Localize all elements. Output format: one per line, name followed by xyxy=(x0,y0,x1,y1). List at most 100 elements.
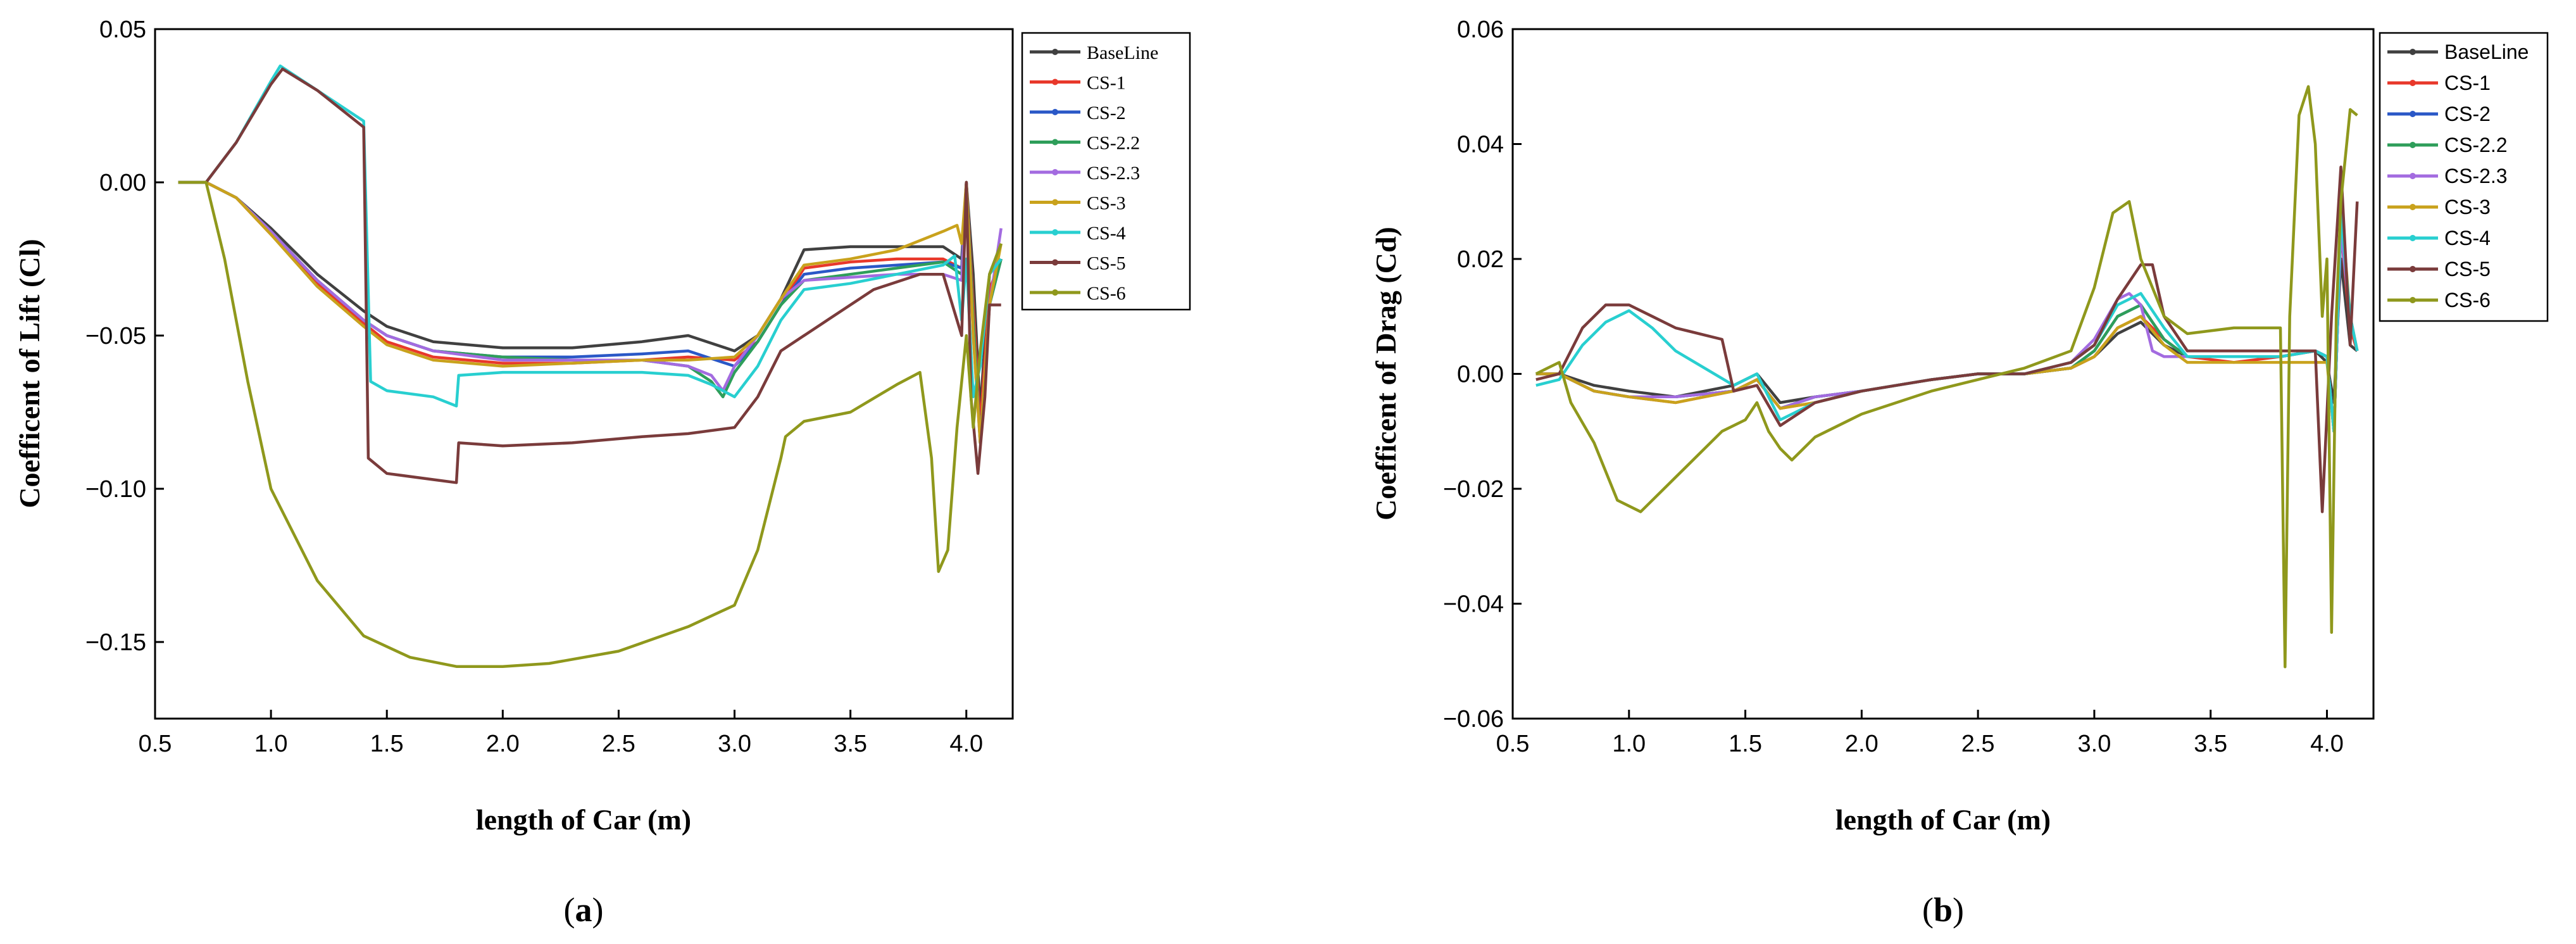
y-tick-label: −0.10 xyxy=(85,476,146,503)
legend-marker xyxy=(2410,80,2416,86)
x-tick-label: 3.0 xyxy=(718,731,751,757)
legend-marker xyxy=(2410,173,2416,179)
y-tick-label: −0.04 xyxy=(1443,591,1504,618)
legend-marker xyxy=(1052,229,1058,236)
x-tick-label: 2.5 xyxy=(602,731,635,757)
x-tick-label: 3.0 xyxy=(2078,731,2111,757)
legend-marker xyxy=(2410,297,2416,303)
legend-label: CS-3 xyxy=(1087,193,1126,214)
legend-label: CS-2.3 xyxy=(2444,165,2508,187)
x-axis-label: length of Car (m) xyxy=(1835,803,2051,836)
x-tick-label: 2.0 xyxy=(486,731,520,757)
x-tick-label: 2.0 xyxy=(1845,731,1879,757)
legend-marker xyxy=(1052,259,1058,266)
legend-label: CS-5 xyxy=(1087,253,1126,274)
plot-frame xyxy=(154,28,1014,720)
legend-marker xyxy=(2410,204,2416,210)
series-line-cs-6 xyxy=(1535,85,2358,669)
legend-label: CS-1 xyxy=(1087,73,1126,94)
x-tick-label: 1.5 xyxy=(1729,731,1762,757)
x-tick-label: 2.5 xyxy=(1961,731,1995,757)
x-ticks: 0.5 1.0 1.5 2.0 2.5 3.0 3.5 4.0 xyxy=(139,710,983,757)
legend-label: CS-5 xyxy=(2444,258,2491,280)
legend-label: CS-2.3 xyxy=(1087,163,1140,184)
x-axis-label: length of Car (m) xyxy=(476,803,691,836)
legend-marker xyxy=(2410,49,2416,55)
legend-label: CS-3 xyxy=(2444,196,2491,218)
series-line-cs-3 xyxy=(178,180,1003,444)
y-ticks: 0.05 0.00 −0.05 −0.10 −0.15 xyxy=(85,16,164,656)
series-line-cs-3 xyxy=(1535,200,2359,433)
y-tick-label: 0.00 xyxy=(1457,362,1504,388)
legend-label: CS-2 xyxy=(1087,103,1126,123)
legend: BaseLine CS-1 CS-2 CS-2.2 CS-2.3 CS-3 CS-4 CS-5… xyxy=(1021,32,1191,311)
y-tick-label: 0.06 xyxy=(1457,16,1504,43)
legend-marker xyxy=(1052,79,1058,85)
panel-b-drag-chart: 0.5 1.0 1.5 2.0 2.5 3.0 3.5 4.0 0.060.040.020.0… xyxy=(1370,16,2549,929)
x-tick-label: 1.0 xyxy=(1612,731,1646,757)
legend-marker xyxy=(1052,199,1058,206)
y-tick-label: −0.05 xyxy=(85,323,146,349)
series-line-cs-4 xyxy=(1535,211,2359,433)
plot-frame xyxy=(1511,28,2375,720)
x-tick-label: 3.5 xyxy=(2194,731,2227,757)
legend-marker xyxy=(1052,289,1058,296)
legend-label: CS-1 xyxy=(2444,72,2491,94)
x-tick-label: 0.5 xyxy=(139,731,172,757)
series-line-cs-5 xyxy=(1535,165,2359,513)
x-tick-label: 0.5 xyxy=(1496,731,1530,757)
legend-marker xyxy=(1052,139,1058,146)
legend-label: CS-4 xyxy=(1087,223,1126,244)
legend-marker xyxy=(2410,142,2416,148)
x-tick-label: 1.0 xyxy=(254,731,288,757)
y-axis-label: Coefficent of Drag (Cd) xyxy=(1370,227,1402,520)
y-tick-label: −0.06 xyxy=(1443,706,1504,733)
y-ticks: 0.06 0.04 0.02 0.00 −0.02 −0.04 −0.06 xyxy=(1443,16,1522,733)
caption-close: ) xyxy=(1953,891,1964,929)
y-tick-label: −0.02 xyxy=(1443,476,1504,503)
y-tick-label: 0.02 xyxy=(1457,246,1504,273)
caption-open: ( xyxy=(564,891,575,929)
caption-close: ) xyxy=(592,891,604,929)
series-line-cs-2-2 xyxy=(178,180,1003,444)
x-ticks: 0.5 1.0 1.5 2.0 2.5 3.0 3.5 4.0 xyxy=(1496,710,2344,757)
y-axis-label: Coefficent of Lift (Cl) xyxy=(13,239,46,508)
legend-label: CS-6 xyxy=(1087,283,1126,304)
x-tick-label: 3.5 xyxy=(834,731,867,757)
series-line-cs-2-3 xyxy=(178,180,1003,444)
panel-b-caption: (b) xyxy=(1922,891,1964,929)
legend-marker xyxy=(1052,109,1058,115)
legend-marker xyxy=(1052,169,1058,175)
series-line-cs-1 xyxy=(178,180,1003,429)
y-tick-label: 0.00 xyxy=(99,170,146,196)
y-tick-label: −0.15 xyxy=(85,629,146,656)
series-line-baseline xyxy=(178,180,1003,414)
panel-a-caption: (a) xyxy=(564,891,604,929)
legend-marker xyxy=(2410,235,2416,241)
legend-marker xyxy=(2410,111,2416,117)
y-tick-label: 0.04 xyxy=(1457,132,1504,158)
y-tick-label: 0.05 xyxy=(99,16,146,43)
caption-open: ( xyxy=(1922,891,1934,929)
x-tick-label: 4.0 xyxy=(949,731,983,757)
x-tick-label: 4.0 xyxy=(2310,731,2344,757)
panel-a-lift-chart: 0.5 1.0 1.5 2.0 2.5 3.0 3.5 4.0 0.05 0.00 −0.05 −0… xyxy=(13,16,1191,929)
series-line-cs-2 xyxy=(178,180,1003,444)
legend-marker xyxy=(2410,266,2416,272)
legend: BaseLine CS-1 CS-2 CS-2.2 CS-2.3 CS-3 CS-4 CS-5… xyxy=(2379,32,2549,322)
series-line-cs-6 xyxy=(178,180,1003,668)
series-group xyxy=(1535,85,2359,669)
legend-label: CS-4 xyxy=(2444,227,2491,249)
legend-label: CS-2.2 xyxy=(2444,134,2508,156)
series-line-cs-5 xyxy=(178,67,1001,484)
x-tick-label: 1.5 xyxy=(370,731,404,757)
legend-label: CS-2.2 xyxy=(1087,133,1140,154)
series-group xyxy=(178,64,1003,668)
legend-label: CS-6 xyxy=(2444,289,2491,312)
legend-label: CS-2 xyxy=(2444,103,2491,125)
legend-label: BaseLine xyxy=(1087,42,1158,63)
caption-letter: a xyxy=(575,891,592,929)
legend-label: BaseLine xyxy=(2444,41,2529,63)
series-line-baseline xyxy=(1535,257,2358,405)
